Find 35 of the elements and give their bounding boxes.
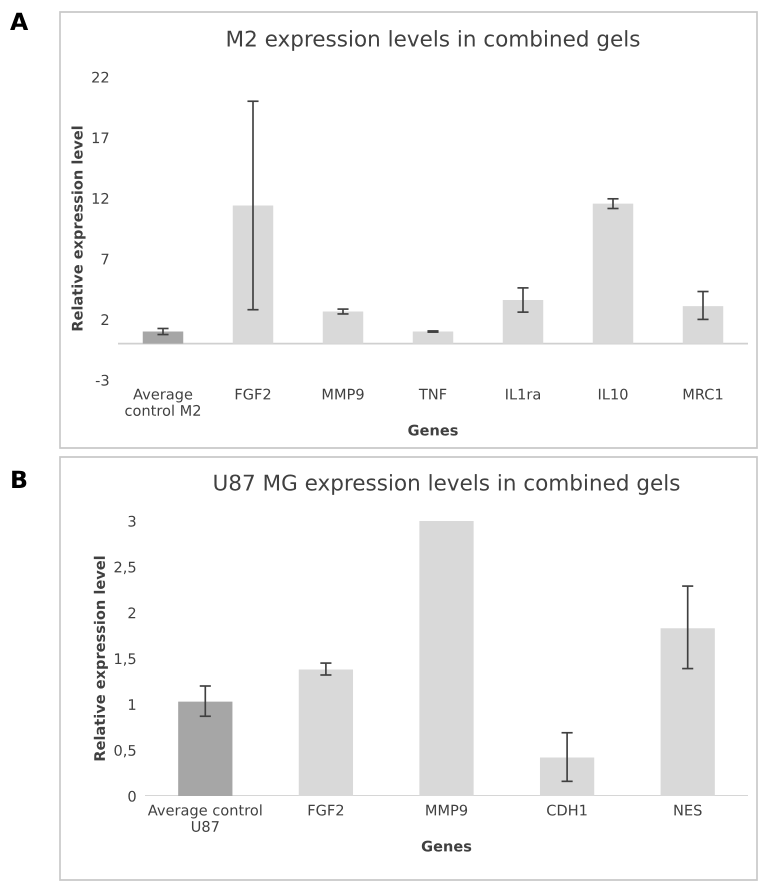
x-tick-label: FGF2: [236, 388, 270, 400]
y-tick-label: 0,5: [114, 744, 136, 758]
y-tick-label: 2,5: [114, 562, 136, 574]
text: A: [10, 12, 28, 30]
x-tick-label: IL1ra: [506, 388, 540, 400]
y-tick-label: 1: [128, 699, 136, 710]
y-tick-label: 2: [128, 607, 136, 618]
y-tick-label: -3: [96, 374, 108, 386]
x-tick-label: IL10: [598, 388, 628, 400]
x-axis-title: Genes: [408, 424, 458, 436]
chart-title: M2 expression levels in combined gels: [228, 30, 640, 51]
y-tick-label: 1,5: [115, 653, 136, 666]
bar: [142, 332, 184, 344]
x-tick-label: Average control M2: [125, 388, 200, 416]
x-tick-label: NES: [674, 804, 702, 816]
y-tick-label: 0: [128, 790, 136, 802]
y-axis-title: Relative expression level: [71, 126, 86, 330]
y-tick-label: 7: [102, 254, 108, 264]
chart-title: U87 MG expression levels in combined gels: [214, 474, 680, 495]
y-tick-label: 17: [92, 132, 108, 144]
x-tick-label: MMP9: [426, 804, 468, 816]
x-tick-label: CDH1: [547, 804, 587, 816]
y-tick-label: 22: [92, 72, 108, 83]
text: B: [12, 470, 26, 488]
x-tick-label: FGF2: [308, 804, 344, 816]
y-tick-label: 2: [101, 314, 108, 325]
y-tick-label: 3: [128, 516, 136, 527]
x-tick-label: MRC1: [684, 388, 722, 400]
x-tick-label: Average control U87: [148, 804, 262, 832]
y-tick-label: 12: [92, 192, 108, 204]
bar: [178, 702, 232, 796]
x-tick-label: TNF: [418, 388, 446, 400]
y-axis-title: Relative expression level: [94, 556, 108, 760]
x-axis-title: Genes: [422, 840, 472, 852]
x-tick-label: MMP9: [322, 388, 364, 400]
